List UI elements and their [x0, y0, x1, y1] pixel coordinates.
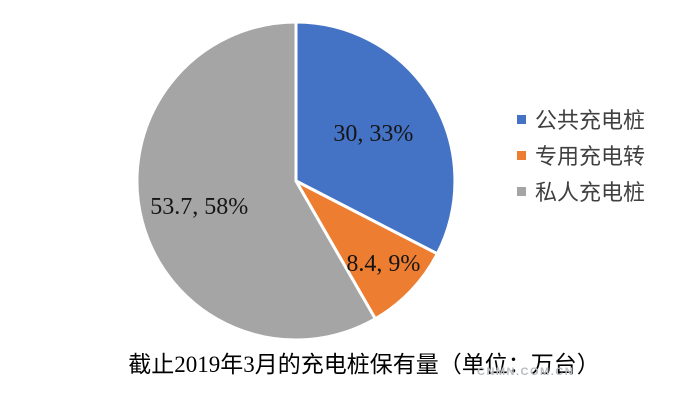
- pie-slice-1: [294, 20, 457, 256]
- legend-label-dedicated-pile: 专用充电转: [535, 144, 646, 169]
- legend-swatch-private-pile: [517, 186, 526, 196]
- pie-slice-label-1: 30, 33%: [333, 120, 414, 147]
- watermark: CNMN.COM.CN: [477, 366, 575, 378]
- pie-slice-label-3: 53.7, 58%: [150, 193, 249, 220]
- legend-item-dedicated-pile: 专用充电转: [517, 137, 645, 173]
- legend-item-public-pile: 公共充电桩: [517, 101, 645, 137]
- pie-slice-label-2: 8.4, 9%: [346, 251, 421, 278]
- legend-swatch-dedicated-pile: [517, 150, 526, 160]
- legend-swatch-public-pile: [517, 114, 526, 124]
- legend-label-private-pile: 私人充电桩: [535, 180, 646, 205]
- chart-title: 截止2019年3月的充电桩保有量（单位：万台）: [128, 352, 600, 377]
- pie-slice-2: [292, 177, 440, 321]
- legend-label-public-pile: 公共充电桩: [535, 108, 646, 133]
- pie-slice-3: [135, 20, 378, 342]
- legend-item-private-pile: 私人充电桩: [517, 173, 645, 209]
- legend: 公共充电桩 专用充电转 私人充电桩: [517, 101, 645, 209]
